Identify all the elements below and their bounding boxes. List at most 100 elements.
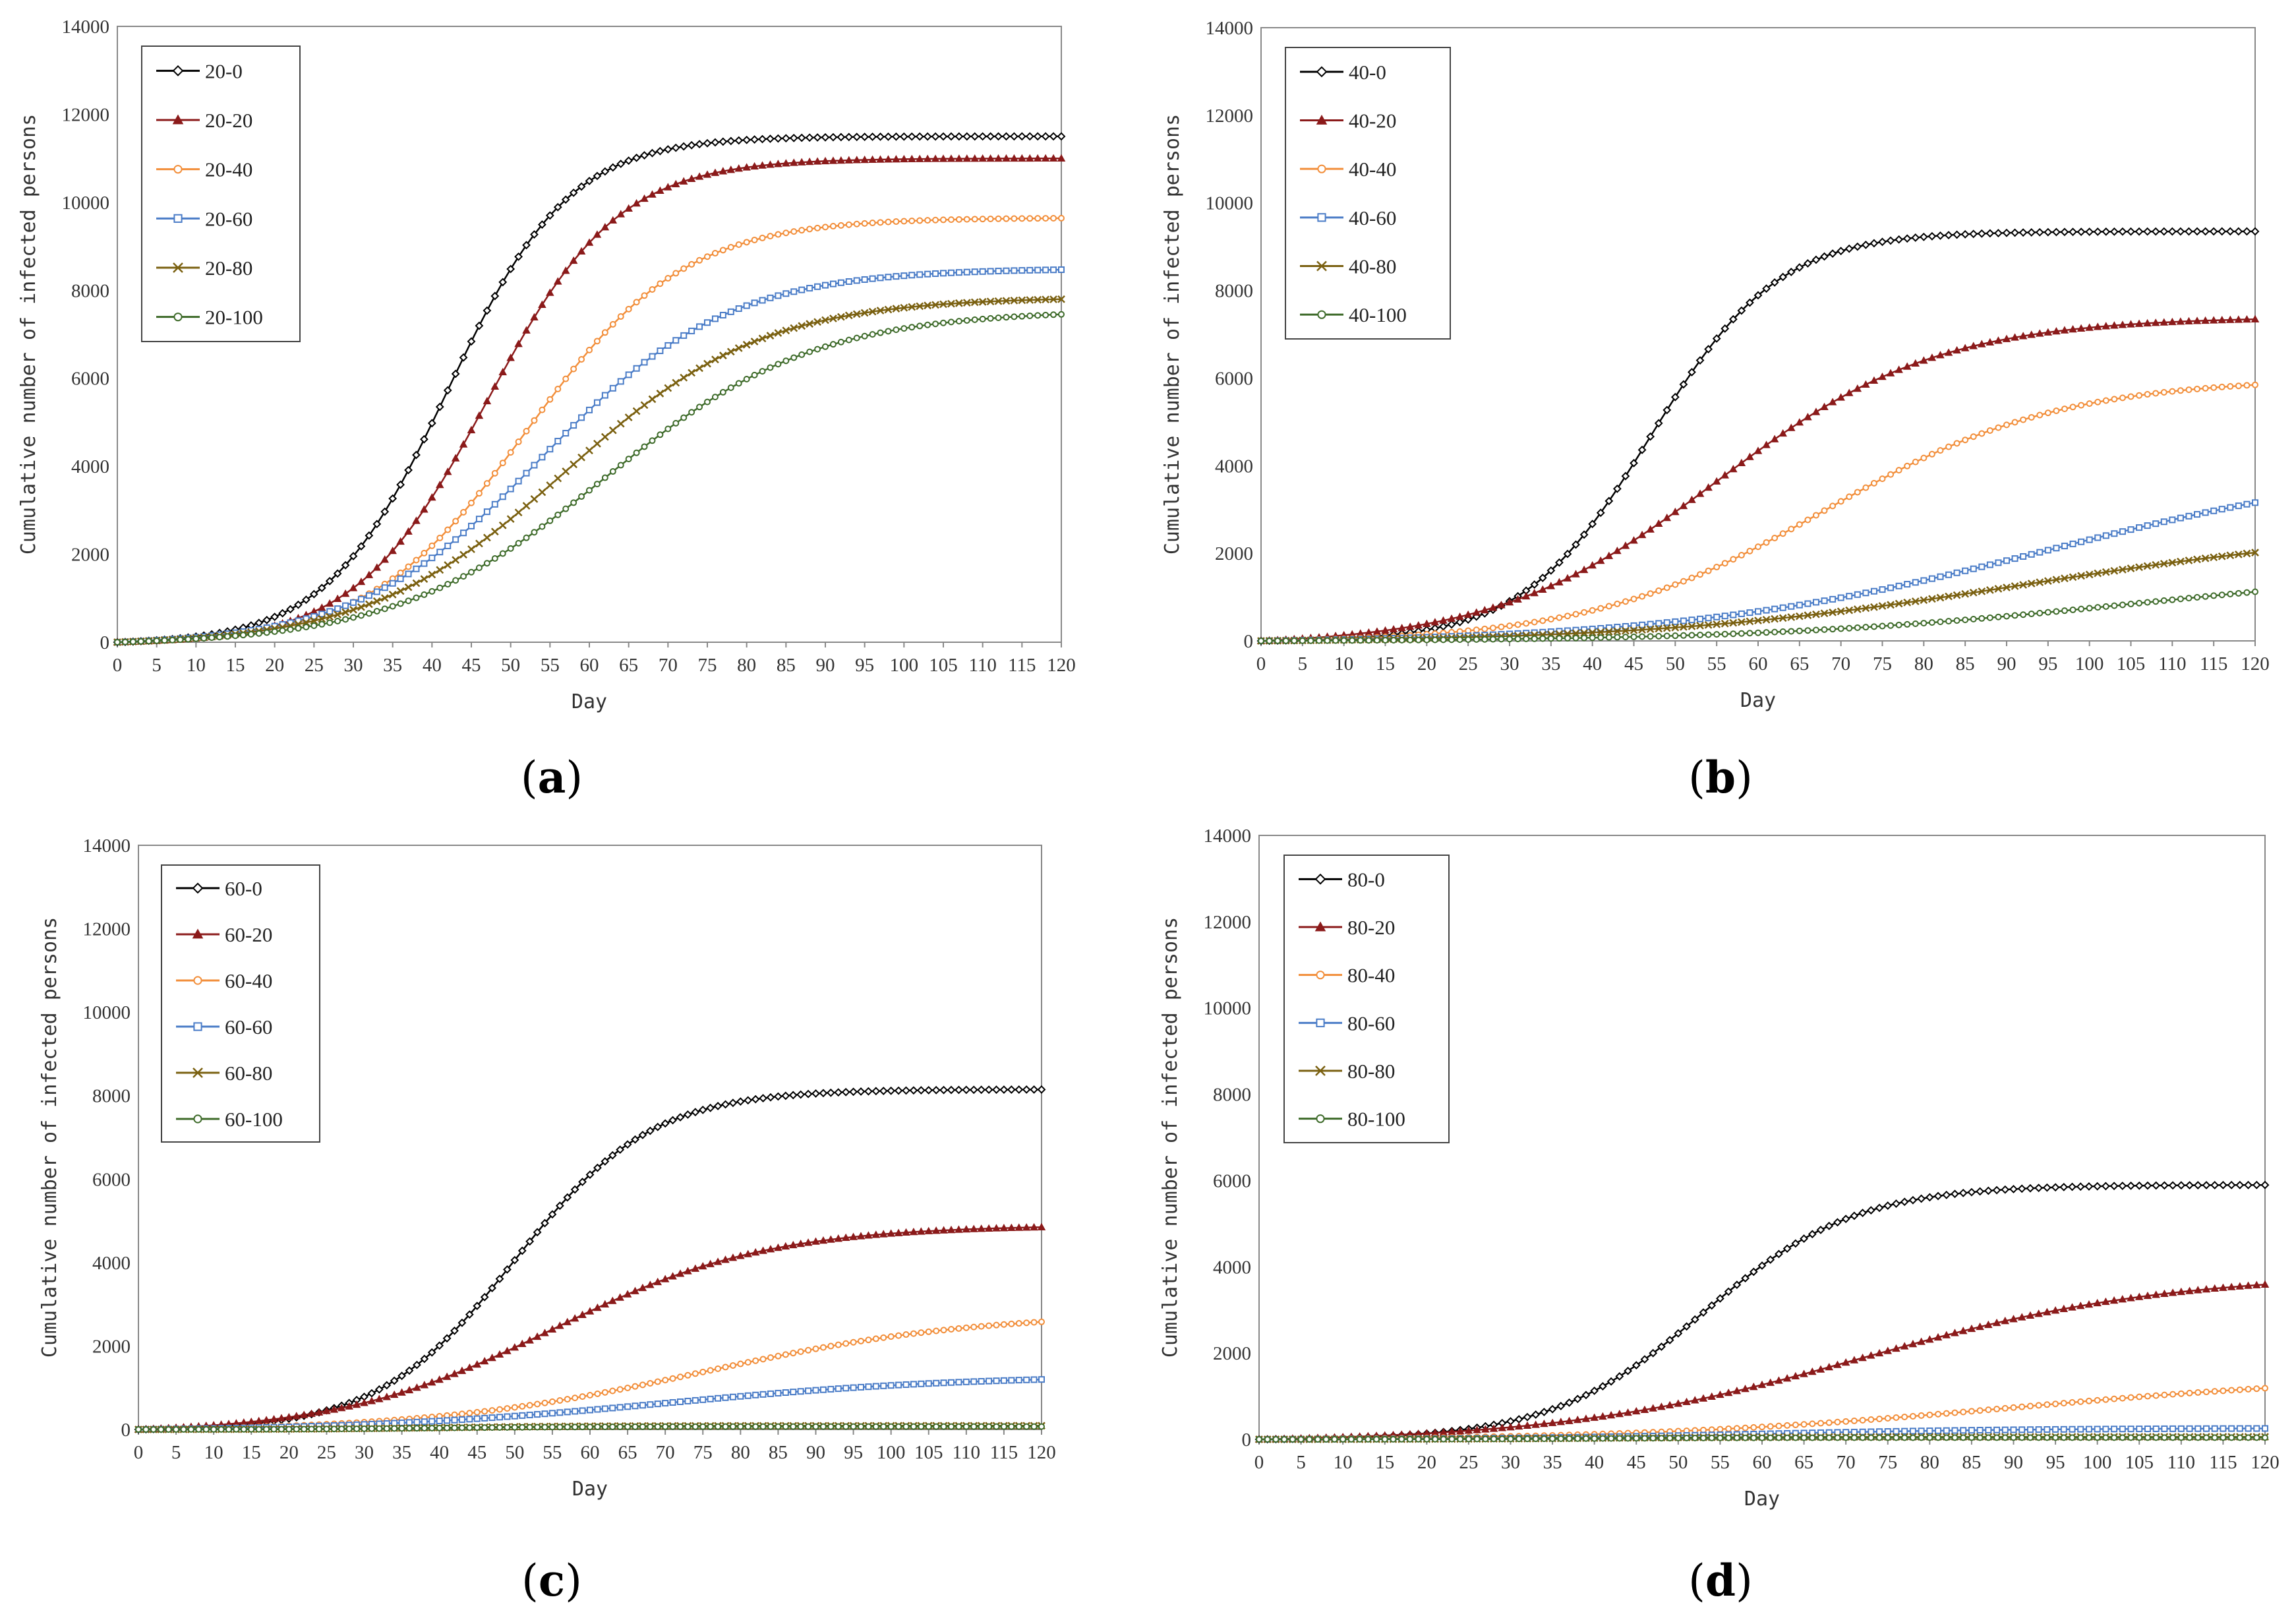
data-point <box>452 577 459 584</box>
data-point <box>893 218 900 225</box>
data-point <box>1381 626 1390 634</box>
data-point <box>515 539 522 547</box>
data-point <box>2160 388 2167 396</box>
data-point <box>664 384 672 392</box>
data-point <box>1665 1336 1674 1344</box>
data-point <box>677 1398 684 1405</box>
data-point <box>1680 632 1687 639</box>
data-point <box>1516 1435 1523 1443</box>
data-point <box>428 1418 436 1425</box>
data-point <box>1050 311 1057 318</box>
data-point <box>880 1382 887 1389</box>
data-point <box>608 216 618 224</box>
data-point <box>1041 132 1050 141</box>
data-point <box>2201 227 2210 236</box>
data-point <box>2034 1309 2043 1317</box>
data-point <box>814 345 821 353</box>
data-point <box>1784 1434 1791 1441</box>
data-point <box>373 588 380 595</box>
data-point <box>2210 507 2218 514</box>
legend-swatch-marker <box>173 165 183 174</box>
data-point <box>900 303 908 312</box>
data-point <box>1812 626 1819 634</box>
data-point <box>2052 326 2061 335</box>
data-point <box>1663 513 1672 522</box>
y-tick-label: 12000 <box>83 919 131 940</box>
data-point <box>752 1423 759 1430</box>
data-point <box>2235 589 2242 597</box>
data-point <box>728 1098 738 1108</box>
x-tick-label: 95 <box>2038 653 2057 675</box>
data-point <box>1721 324 1730 333</box>
data-point <box>1986 561 1993 568</box>
data-point <box>1960 344 1970 351</box>
data-point <box>1564 634 1571 642</box>
data-point <box>729 1393 736 1400</box>
data-point <box>240 1426 247 1433</box>
data-point <box>2169 388 2176 395</box>
data-point <box>939 300 947 309</box>
data-point <box>1291 637 1298 644</box>
data-point <box>1828 249 1837 258</box>
data-point <box>837 156 846 164</box>
data-point <box>775 231 782 238</box>
data-point <box>861 332 868 340</box>
data-point <box>526 1424 533 1431</box>
data-point <box>496 1406 503 1413</box>
data-point <box>632 153 641 162</box>
data-point <box>1274 637 1281 644</box>
legend-label: 40-40 <box>1349 158 1396 181</box>
y-tick-label: 0 <box>1244 631 1254 652</box>
data-point <box>1289 1435 1296 1443</box>
data-point <box>841 1233 850 1242</box>
data-point <box>572 1424 579 1431</box>
data-point <box>726 136 736 146</box>
data-point <box>1654 519 1663 527</box>
data-point <box>2209 227 2218 236</box>
data-point <box>698 1262 707 1270</box>
data-point <box>1904 462 1911 469</box>
data-point <box>1782 1374 1792 1382</box>
data-point <box>2193 555 2201 564</box>
data-point <box>1953 591 1961 599</box>
data-point <box>1564 613 1571 620</box>
data-point <box>406 1419 413 1426</box>
data-point <box>2227 504 2234 511</box>
data-point <box>2218 591 2225 599</box>
data-point <box>2202 384 2209 392</box>
data-point <box>1755 629 1761 636</box>
data-point <box>1523 1421 1532 1429</box>
data-point <box>2127 393 2134 400</box>
data-point <box>539 523 546 530</box>
data-point <box>858 1423 864 1430</box>
data-point <box>1730 611 1737 618</box>
data-point <box>1532 1435 1539 1443</box>
data-point <box>2252 588 2258 595</box>
data-point <box>1928 231 1937 241</box>
data-point <box>1531 1420 1540 1428</box>
data-point <box>993 1377 1000 1385</box>
data-point <box>1779 628 1786 636</box>
data-point <box>711 394 719 401</box>
x-tick-label: 30 <box>1500 653 1519 675</box>
data-point <box>885 328 892 335</box>
data-point <box>531 462 538 469</box>
data-point <box>2136 1434 2143 1441</box>
data-point <box>1786 423 1796 431</box>
data-point <box>1018 154 1026 162</box>
data-point <box>2001 1404 2009 1412</box>
data-point <box>986 1377 993 1385</box>
data-point <box>2143 562 2152 570</box>
data-point <box>1423 1435 1430 1443</box>
data-point <box>978 297 987 306</box>
data-point <box>499 550 506 557</box>
data-point <box>1523 1435 1531 1443</box>
data-point <box>1622 634 1629 641</box>
data-point <box>333 569 342 578</box>
data-point <box>1821 626 1828 633</box>
data-point <box>530 313 539 321</box>
data-point <box>1018 313 1026 320</box>
data-point <box>2143 227 2152 236</box>
